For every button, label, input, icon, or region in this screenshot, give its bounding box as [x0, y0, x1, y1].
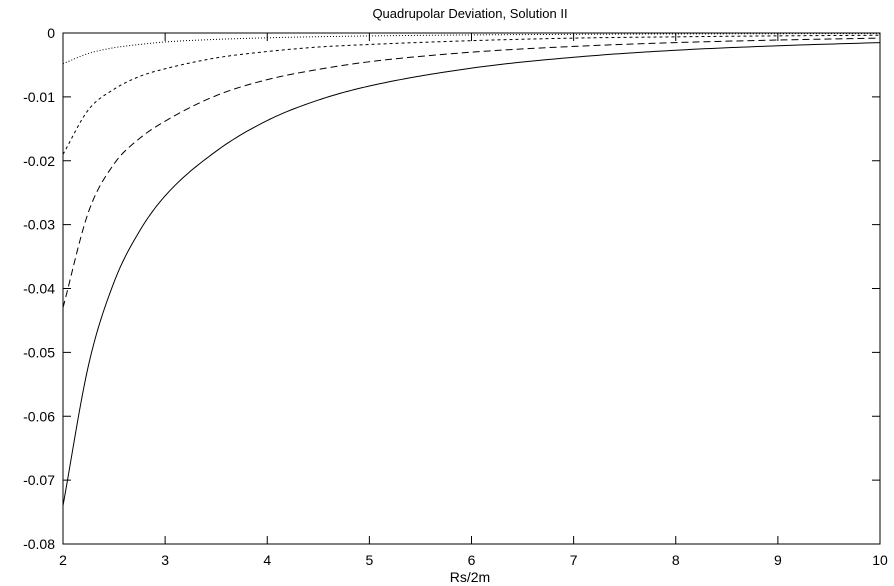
y-tick-label: 0	[47, 25, 55, 41]
chart-title: Quadrupolar Deviation, Solution II	[372, 6, 567, 21]
y-tick-label: -0.04	[23, 281, 55, 297]
y-tick-label: -0.03	[23, 217, 55, 233]
x-tick-label: 4	[263, 552, 271, 568]
x-tick-label: 7	[570, 552, 578, 568]
tick-layer: 2 3 4 5 6 7 8 9 10 0 -0.01 -0.02 -0.03 -0.04 -0.05 -0.0…	[23, 25, 888, 568]
y-tick-label: -0.05	[23, 344, 55, 360]
series-line-long-dash	[62, 37, 881, 308]
x-tick-label: 5	[365, 552, 373, 568]
y-tick-label: -0.06	[23, 408, 55, 424]
series-line-solid	[62, 42, 881, 506]
series-layer	[62, 33, 881, 506]
series-line-short-dash	[62, 34, 881, 155]
y-tick-label: -0.02	[23, 153, 55, 169]
x-tick-label: 3	[161, 552, 169, 568]
x-tick-label: 6	[468, 552, 476, 568]
x-tick-label: 9	[774, 552, 782, 568]
y-tick-label: -0.01	[23, 89, 55, 105]
x-tick-label: 10	[872, 552, 888, 568]
y-tick-label: -0.08	[23, 536, 55, 552]
x-tick-label: 2	[59, 552, 67, 568]
x-axis-label: Rs/2m	[450, 569, 490, 585]
y-tick-label: -0.07	[23, 472, 55, 488]
x-tick-label: 8	[672, 552, 680, 568]
